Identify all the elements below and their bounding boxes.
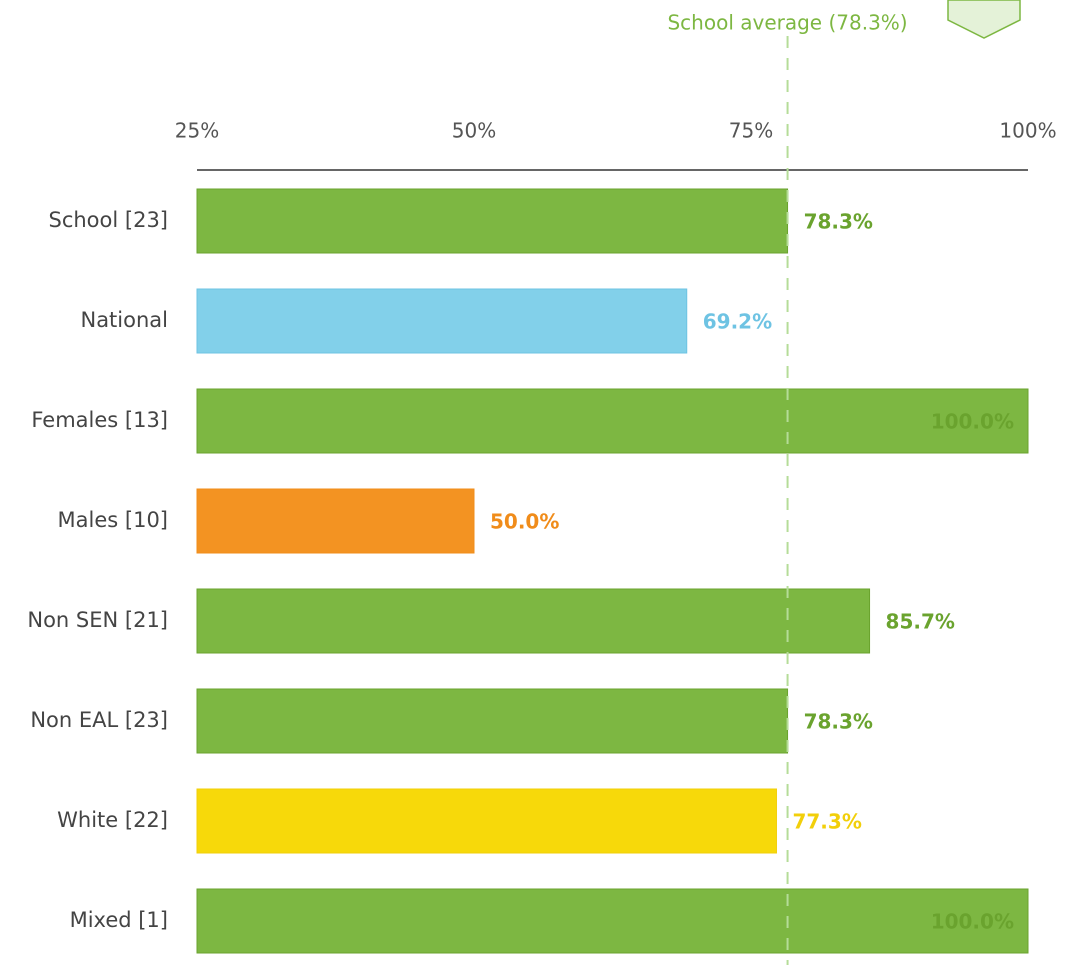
value-label: 85.7% [886,610,955,634]
x-tick-label: 75% [729,119,773,143]
x-tick-label: 25% [175,119,219,143]
x-tick-label: 50% [452,119,496,143]
value-label: 77.3% [792,810,861,834]
reference-label: School average (78.3%) [667,11,907,35]
value-label: 78.3% [804,210,873,234]
category-label: Non EAL [23] [30,708,168,732]
value-label: 50.0% [490,510,559,534]
category-label: Non SEN [21] [27,608,168,632]
bar [196,288,688,354]
bar [196,588,871,654]
bar [196,788,777,854]
value-label: 100.0% [931,410,1014,434]
category-label: School [23] [49,208,169,232]
value-label: 78.3% [804,710,873,734]
value-label: 69.2% [703,310,772,334]
category-label: Mixed [1] [70,908,168,932]
bar [196,888,1029,954]
bar [196,688,789,754]
category-label: Males [10] [58,508,168,532]
average-marker [947,0,1021,39]
category-label: White [22] [57,808,168,832]
category-label: Females [13] [31,408,168,432]
bar [196,488,475,554]
category-label: National [80,308,168,332]
bar [196,188,789,254]
value-label: 100.0% [931,910,1014,934]
x-tick-label: 100% [999,119,1056,143]
bar [196,388,1029,454]
